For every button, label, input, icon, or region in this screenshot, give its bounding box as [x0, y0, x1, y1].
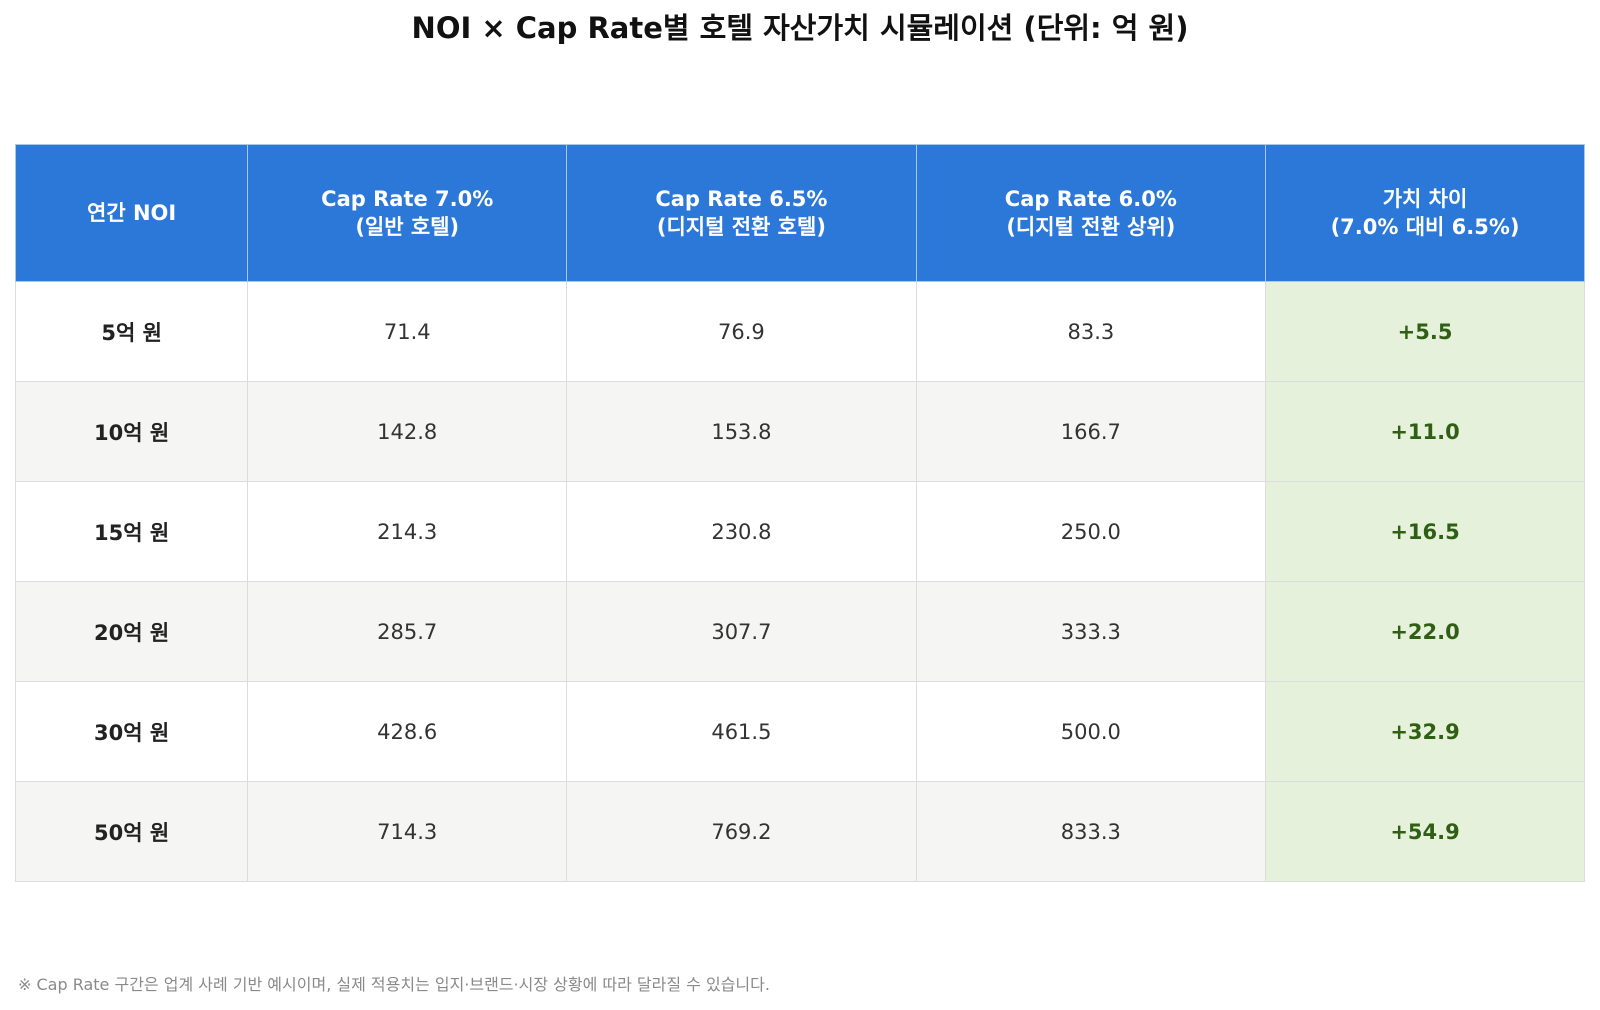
cap-6-5-value-cell: 307.7 [566, 581, 917, 682]
footnote: ※ Cap Rate 구간은 업계 사례 기반 예시이며, 실제 적용치는 입지… [18, 975, 770, 994]
noi-cell: 30억 원 [14, 681, 249, 782]
table-body: 5억 원 71.4 76.9 83.3 +5.5 10억 원 142.8 153… [14, 281, 1585, 882]
table-row: 10억 원 142.8 153.8 166.7 +11.0 [14, 381, 1585, 482]
cap-7-0-value-cell: 71.4 [247, 281, 568, 382]
cap-7-0-value-cell: 214.3 [247, 481, 568, 582]
cap-6-5-value-cell: 769.2 [566, 781, 917, 882]
cap-6-5-value-cell: 153.8 [566, 381, 917, 482]
header-cap-rate-6-5-label: Cap Rate 6.5% [655, 187, 828, 211]
header-value-difference-sublabel: (7.0% 대비 6.5%) [1330, 215, 1520, 239]
cap-6-0-value-cell: 333.3 [915, 581, 1267, 682]
cap-6-0-value-cell: 166.7 [915, 381, 1267, 482]
value-difference-cell: +5.5 [1265, 281, 1585, 382]
table-row: 20억 원 285.7 307.7 333.3 +22.0 [14, 581, 1585, 682]
header-cap-rate-6-5-sublabel: (디지털 전환 호텔) [656, 215, 826, 239]
header-cap-rate-6-5: Cap Rate 6.5% (디지털 전환 호텔) [566, 144, 917, 282]
header-row: 연간 NOI Cap Rate 7.0% (일반 호텔) Cap Rate 6.… [14, 144, 1585, 282]
page-title: NOI × Cap Rate별 호텔 자산가치 시뮬레이션 (단위: 억 원) [411, 11, 1189, 45]
noi-cell: 15억 원 [14, 481, 249, 582]
table-row: 5억 원 71.4 76.9 83.3 +5.5 [14, 281, 1585, 382]
header-cap-rate-6-0: Cap Rate 6.0% (디지털 전환 상위) [915, 144, 1267, 282]
header-noi: 연간 NOI [14, 144, 249, 282]
cap-6-0-value-cell: 833.3 [915, 781, 1267, 882]
noi-cell: 5억 원 [14, 281, 249, 382]
cap-6-5-value-cell: 461.5 [566, 681, 917, 782]
noi-cell: 50억 원 [14, 781, 249, 882]
value-difference-cell: +54.9 [1265, 781, 1585, 882]
header-cap-rate-7-0-label: Cap Rate 7.0% [321, 187, 494, 211]
value-difference-cell: +11.0 [1265, 381, 1585, 482]
value-difference-cell: +16.5 [1265, 481, 1585, 582]
cap-6-5-value-cell: 76.9 [566, 281, 917, 382]
cap-7-0-value-cell: 428.6 [247, 681, 568, 782]
cap-7-0-value-cell: 285.7 [247, 581, 568, 682]
noi-cell: 10억 원 [14, 381, 249, 482]
cap-6-0-value-cell: 250.0 [915, 481, 1267, 582]
header-value-difference-label: 가치 차이 [1382, 187, 1468, 211]
header-cap-rate-7-0: Cap Rate 7.0% (일반 호텔) [247, 144, 568, 282]
table-row: 30억 원 428.6 461.5 500.0 +32.9 [14, 681, 1585, 782]
value-difference-cell: +32.9 [1265, 681, 1585, 782]
header-cap-rate-7-0-sublabel: (일반 호텔) [355, 215, 460, 239]
cap-6-5-value-cell: 230.8 [566, 481, 917, 582]
header-cap-rate-6-0-sublabel: (디지털 전환 상위) [1006, 215, 1176, 239]
header-noi-label: 연간 NOI [87, 201, 177, 225]
table-header: 연간 NOI Cap Rate 7.0% (일반 호텔) Cap Rate 6.… [14, 144, 1585, 282]
value-difference-cell: +22.0 [1265, 581, 1585, 682]
header-value-difference: 가치 차이 (7.0% 대비 6.5%) [1265, 144, 1585, 282]
header-cap-rate-6-0-label: Cap Rate 6.0% [1004, 187, 1177, 211]
noi-cell: 20억 원 [14, 581, 249, 682]
valuation-table: 연간 NOI Cap Rate 7.0% (일반 호텔) Cap Rate 6.… [14, 144, 1585, 882]
cap-7-0-value-cell: 714.3 [247, 781, 568, 882]
cap-7-0-value-cell: 142.8 [247, 381, 568, 482]
table-row: 15억 원 214.3 230.8 250.0 +16.5 [14, 481, 1585, 582]
cap-6-0-value-cell: 83.3 [915, 281, 1267, 382]
table-row: 50억 원 714.3 769.2 833.3 +54.9 [14, 781, 1585, 882]
cap-6-0-value-cell: 500.0 [915, 681, 1267, 782]
